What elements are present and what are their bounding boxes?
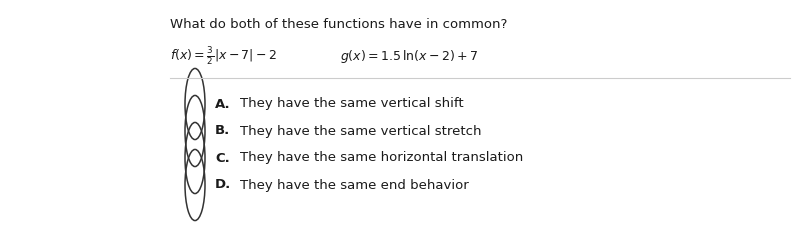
Text: C.: C. <box>215 151 230 164</box>
Text: They have the same vertical shift: They have the same vertical shift <box>240 97 464 110</box>
Text: They have the same horizontal translation: They have the same horizontal translatio… <box>240 151 523 164</box>
Text: They have the same vertical stretch: They have the same vertical stretch <box>240 124 482 137</box>
Text: They have the same end behavior: They have the same end behavior <box>240 178 469 191</box>
Text: A.: A. <box>215 97 230 110</box>
Text: $g(x) = 1.5\,\mathrm{ln}(x-2)+7$: $g(x) = 1.5\,\mathrm{ln}(x-2)+7$ <box>340 48 478 65</box>
Text: $f(x) = \frac{3}{2}|x-7|-2$: $f(x) = \frac{3}{2}|x-7|-2$ <box>170 45 277 67</box>
Text: What do both of these functions have in common?: What do both of these functions have in … <box>170 18 507 31</box>
Text: D.: D. <box>215 178 231 191</box>
Text: B.: B. <box>215 124 230 137</box>
